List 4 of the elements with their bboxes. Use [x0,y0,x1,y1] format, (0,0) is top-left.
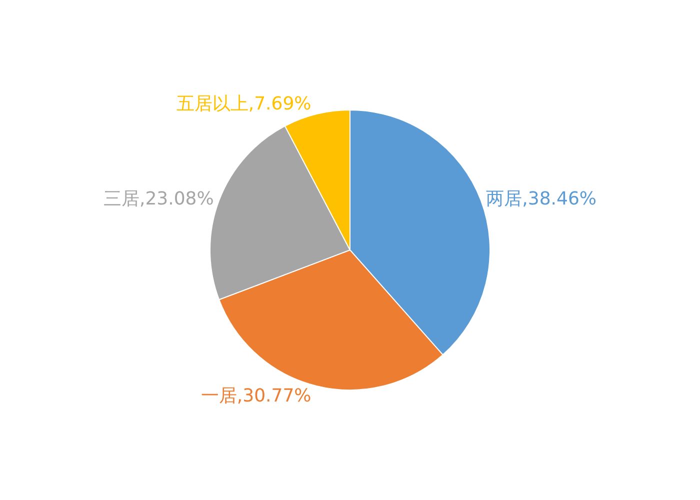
slice-label: 五居以上,7.69% [176,94,312,115]
slice-label: 一居,30.77% [200,385,312,406]
slice-label: 两居,38.46% [486,188,597,210]
slice-label: 三居,23.08% [103,188,214,210]
